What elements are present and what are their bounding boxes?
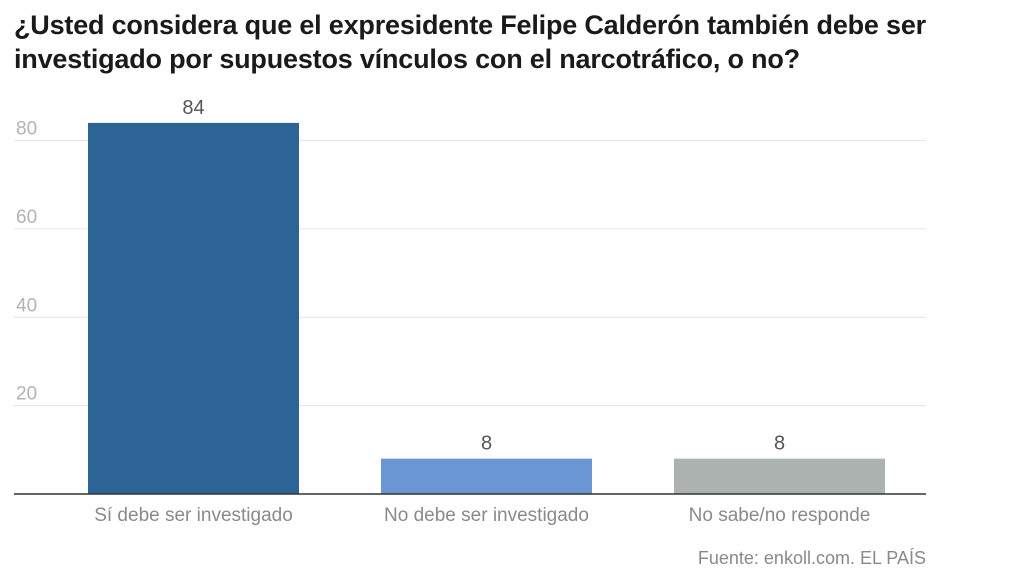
category-label: No sabe/no responde [689,505,871,526]
bar-value-label: 8 [481,433,492,455]
bar-value-label: 84 [182,97,204,119]
category-label: Sí debe ser investigado [94,505,293,526]
chart-title: ¿Usted considera que el expresidente Fel… [14,10,926,74]
y-tick-label: 20 [16,384,37,405]
bars [88,122,885,494]
value-labels: 84 8 8 [182,97,785,455]
y-tick-label: 40 [16,295,37,316]
source-note: Fuente: enkoll.com. EL PAÍS [697,548,926,568]
category-label: No debe ser investigado [384,505,589,526]
bar-value-label: 8 [774,433,785,455]
y-tick-label: 80 [16,119,37,140]
bar [674,458,885,494]
y-axis-ticks: 20 40 60 80 [16,119,37,405]
bar [381,458,592,494]
y-tick-label: 60 [16,207,37,228]
category-labels: Sí debe ser investigado No debe ser inves… [94,505,870,526]
bar [88,122,299,494]
